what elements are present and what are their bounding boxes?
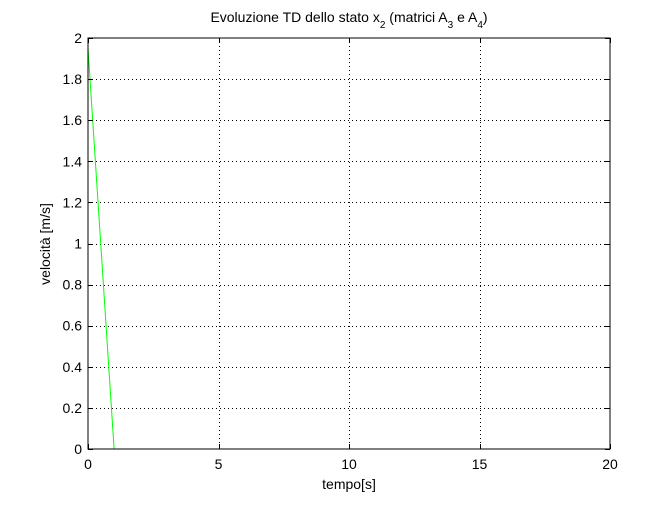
y-tick-label: 1.6 bbox=[63, 112, 83, 128]
y-tick-label: 1.8 bbox=[63, 71, 83, 87]
y-tick-label: 0.2 bbox=[63, 400, 83, 416]
grid bbox=[88, 38, 610, 449]
x-tick-label: 10 bbox=[341, 456, 357, 472]
y-tick-label: 0.4 bbox=[63, 359, 83, 375]
y-tick-labels: 0 0.2 0.4 0.6 0.8 1 1.2 1.4 1.6 1.8 2 bbox=[63, 30, 83, 457]
y-axis-label: velocità [m/s] bbox=[37, 203, 53, 285]
y-tick-label: 0.6 bbox=[63, 318, 83, 334]
x-tick-label: 20 bbox=[602, 456, 618, 472]
plot-area bbox=[88, 38, 610, 449]
y-tick-label: 2 bbox=[74, 30, 82, 46]
series-layer bbox=[87, 48, 115, 450]
x-tick-labels: 0 5 10 15 20 bbox=[84, 456, 618, 472]
x-tick-label: 5 bbox=[215, 456, 223, 472]
x-axis-label: tempo[s] bbox=[322, 476, 376, 492]
series-line bbox=[87, 48, 115, 450]
y-tick-label: 0.8 bbox=[63, 277, 83, 293]
x-tick-label: 0 bbox=[84, 456, 92, 472]
y-tick-label: 0 bbox=[74, 441, 82, 457]
x-tick-label: 15 bbox=[472, 456, 488, 472]
y-tick-label: 1 bbox=[74, 236, 82, 252]
y-tick-label: 1.4 bbox=[63, 153, 83, 169]
chart-title: Evoluzione TD dello stato x2 (matrici A3… bbox=[210, 9, 487, 31]
ticks bbox=[88, 38, 611, 450]
y-tick-label: 1.2 bbox=[63, 194, 83, 210]
